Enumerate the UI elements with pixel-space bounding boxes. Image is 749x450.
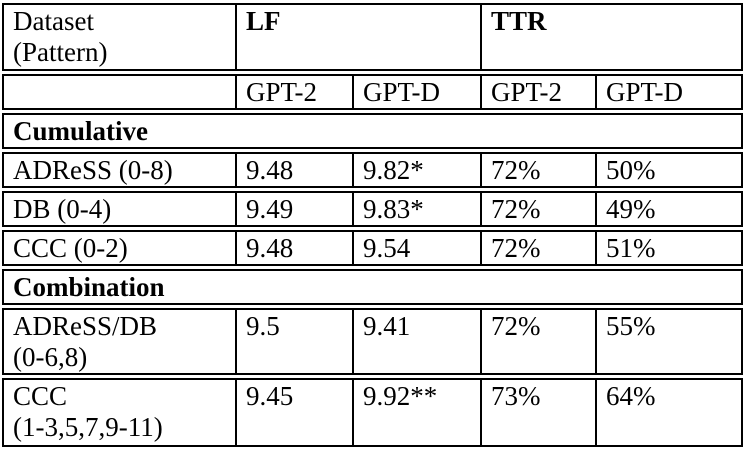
cell-dataset: ADReSS (0-8)	[2, 152, 237, 188]
table-header-row: Dataset (Pattern) LF TTR	[2, 3, 744, 71]
table-row: ADReSS (0-8) 9.48 9.82* 72% 50%	[2, 152, 744, 188]
subheader-lf-gpt2: GPT-2	[237, 74, 354, 110]
cell-ttr-gptd: 51%	[597, 230, 744, 266]
section-row-cumulative: Cumulative	[2, 113, 744, 149]
table-row: CCC (0-2) 9.48 9.54 72% 51%	[2, 230, 744, 266]
header-group-ttr: TTR	[482, 3, 744, 71]
subheader-ttr-gpt2: GPT-2	[482, 74, 598, 110]
header-group-lf: LF	[237, 3, 483, 71]
cell-dataset: ADReSS/DB (0-6,8)	[2, 308, 237, 375]
subheader-ttr-gptd: GPT-D	[597, 74, 744, 110]
cell-lf-gptd: 9.83*	[354, 191, 483, 227]
cell-dataset: CCC (1-3,5,7,9-11)	[2, 378, 237, 447]
cell-dataset: DB (0-4)	[2, 191, 237, 227]
cell-ttr-gpt2: 73%	[482, 378, 598, 447]
section-row-combination: Combination	[2, 269, 744, 305]
section-label: Combination	[2, 269, 744, 305]
subheader-empty-cell	[2, 74, 237, 110]
cell-ttr-gpt2: 72%	[482, 230, 598, 266]
cell-dataset: CCC (0-2)	[2, 230, 237, 266]
cell-lf-gpt2: 9.45	[237, 378, 354, 447]
cell-ttr-gptd: 49%	[597, 191, 744, 227]
cell-lf-gptd: 9.54	[354, 230, 483, 266]
cell-lf-gpt2: 9.48	[237, 230, 354, 266]
table-row: ADReSS/DB (0-6,8) 9.5 9.41 72% 55%	[2, 308, 744, 375]
cell-ttr-gptd: 50%	[597, 152, 744, 188]
header-dataset-pattern: Dataset (Pattern)	[2, 3, 237, 71]
cell-lf-gpt2: 9.48	[237, 152, 354, 188]
cell-lf-gptd: 9.92**	[354, 378, 483, 447]
section-label: Cumulative	[2, 113, 744, 149]
table-row: DB (0-4) 9.49 9.83* 72% 49%	[2, 191, 744, 227]
cell-ttr-gpt2: 72%	[482, 308, 598, 375]
cell-ttr-gptd: 55%	[597, 308, 744, 375]
table-row: CCC (1-3,5,7,9-11) 9.45 9.92** 73% 64%	[2, 378, 744, 447]
cell-lf-gptd: 9.41	[354, 308, 483, 375]
cell-lf-gptd: 9.82*	[354, 152, 483, 188]
subheader-lf-gptd: GPT-D	[354, 74, 483, 110]
table-subheader-row: GPT-2 GPT-D GPT-2 GPT-D	[2, 74, 744, 110]
cell-lf-gpt2: 9.49	[237, 191, 354, 227]
cell-lf-gpt2: 9.5	[237, 308, 354, 375]
cell-ttr-gptd: 64%	[597, 378, 744, 447]
cell-ttr-gpt2: 72%	[482, 191, 598, 227]
cell-ttr-gpt2: 72%	[482, 152, 598, 188]
